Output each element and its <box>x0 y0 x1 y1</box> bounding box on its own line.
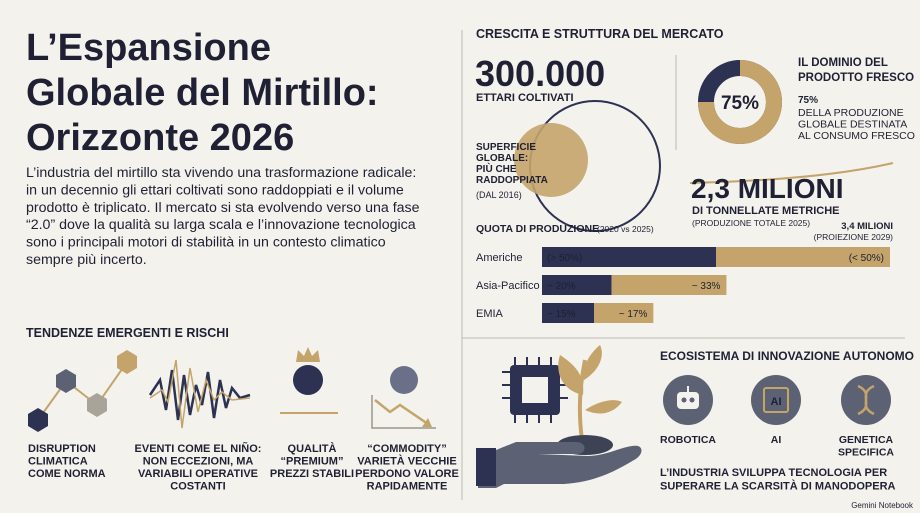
trend-caption: PERDONO VALORE <box>355 468 459 480</box>
section-heading: CRESCITA E STRUTTURA DEL MERCATO <box>476 27 724 41</box>
area-circle-small <box>514 123 588 197</box>
intro: sempre più incerto. <box>26 252 147 268</box>
area-note: SUPERFICIE <box>476 142 536 153</box>
section-heading: ECOSISTEMA DI INNOVAZIONE AUTONOMO <box>660 349 914 363</box>
innovation-caption: SUPERARE LA SCARSITÀ DI MANODOPERA <box>660 480 896 493</box>
innovation-label: AI <box>771 434 782 446</box>
area-note: GLOBALE: <box>476 153 528 164</box>
decline-arrow <box>422 418 432 427</box>
innovation-label: GENETICA <box>839 434 894 446</box>
big-number: 2,3 MILIONI <box>691 173 843 204</box>
innovation-icons <box>663 375 891 425</box>
fresh-desc: DELLA PRODUZIONE <box>798 107 904 119</box>
category-label: EMIA <box>476 308 504 320</box>
trend-caption: “PREMIUM” <box>281 456 344 468</box>
projection-note: (PROIEZIONE 2029) <box>814 232 894 242</box>
fresh-title: IL DOMINIO DEL <box>798 57 888 69</box>
crown-icon <box>296 347 320 362</box>
chip-hand-illustration <box>476 345 642 488</box>
projection: 3,4 MILIONI <box>841 221 893 232</box>
fresh-desc: AL CONSUMO FRESCO <box>798 130 915 142</box>
trend-caption: PREZZI STABILI <box>270 468 354 480</box>
trend-caption: “COMMODITY” <box>367 443 446 455</box>
bar-label: (< 50%) <box>849 253 884 264</box>
bar-label: ~ 20% <box>547 281 576 292</box>
innovation-label: SPECIFICA <box>838 447 894 459</box>
section-heading: TENDENZE EMERGENTI E RISCHI <box>26 326 229 340</box>
fresh-title: PRODOTTO FRESCO <box>798 72 914 84</box>
area-note: RADDOPPIATA <box>476 175 548 186</box>
intro: prodotto è triplicato. Il mercato si sta… <box>26 200 420 216</box>
trend-caption: CLIMATICA <box>28 456 88 468</box>
intro: sono i principali motori di stabilità in… <box>26 235 386 251</box>
trend-caption: VARIABILI OPERATIVE <box>138 468 258 480</box>
category-label: Asia-Pacifico <box>476 280 540 292</box>
fresh-stat: 75% <box>798 95 818 106</box>
title: Orizzonte 2026 <box>26 117 294 159</box>
bar <box>611 275 727 295</box>
berry-icon <box>293 365 323 395</box>
bar <box>542 303 595 323</box>
donut-label: 75% <box>721 93 759 114</box>
stat-label: DI TONNELLATE METRICHE <box>692 205 839 217</box>
hex-icons <box>28 350 137 432</box>
intro: L’industria del mirtillo sta vivendo una… <box>26 165 416 181</box>
bar <box>542 275 612 295</box>
growth-curve <box>689 162 894 184</box>
area-note: PIÙ CHE <box>476 162 517 175</box>
stat-label: ETTARI COLTIVATI <box>476 92 574 104</box>
berry-icon <box>390 366 418 394</box>
bar-label: ~ 17% <box>619 309 648 320</box>
intro: in un decennio gli ettari coltivati sono… <box>26 182 404 198</box>
chart-subtitle: (2020 vs 2025) <box>597 224 654 234</box>
bar-label: (> 50%) <box>547 253 582 264</box>
title: Globale del Mirtillo: <box>26 72 379 114</box>
trend-caption: COSTANTI <box>170 481 225 493</box>
chart-title: QUOTA DI PRODUZIONE <box>476 223 599 235</box>
innovation-label: ROBOTICA <box>660 434 716 446</box>
trend-caption: QUALITÀ <box>288 442 337 455</box>
trend-caption: DISRUPTION <box>28 443 96 455</box>
wave-icon <box>149 359 251 429</box>
stat-note: (PRODUZIONE TOTALE 2025) <box>692 218 810 228</box>
bar <box>716 247 890 267</box>
bar <box>594 303 654 323</box>
trend-caption: NON ECCEZIONI, MA <box>143 456 254 468</box>
bar-label: ~ 33% <box>692 281 721 292</box>
decline-arrow <box>374 399 429 426</box>
axis-icon <box>371 395 436 429</box>
intro: “2.0” dove la qualità su larga scala e l… <box>26 217 416 233</box>
bar <box>542 247 716 267</box>
fresh-desc: GLOBALE DESTINATA <box>798 119 907 131</box>
innovation-caption: L’INDUSTRIA SVILUPPA TECNOLOGIA PER <box>660 467 887 479</box>
big-number: 300.000 <box>475 53 605 94</box>
bar-label: ~ 15% <box>547 309 576 320</box>
icon-text: AI <box>771 396 782 408</box>
title: L’Espansione <box>26 27 271 69</box>
network-icon <box>37 361 128 421</box>
trend-caption: EVENTI COME EL NIÑO: <box>135 442 262 455</box>
trend-caption: RAPIDAMENTE <box>367 481 448 493</box>
footer: Gemini Notebook <box>851 501 914 510</box>
trend-caption: VARIETÀ VECCHIE <box>357 455 456 468</box>
donut-slice <box>698 60 782 144</box>
trend-caption: COME NORMA <box>28 468 106 480</box>
area-note-sub: (DAL 2016) <box>476 190 522 200</box>
category-label: Americhe <box>476 252 522 264</box>
